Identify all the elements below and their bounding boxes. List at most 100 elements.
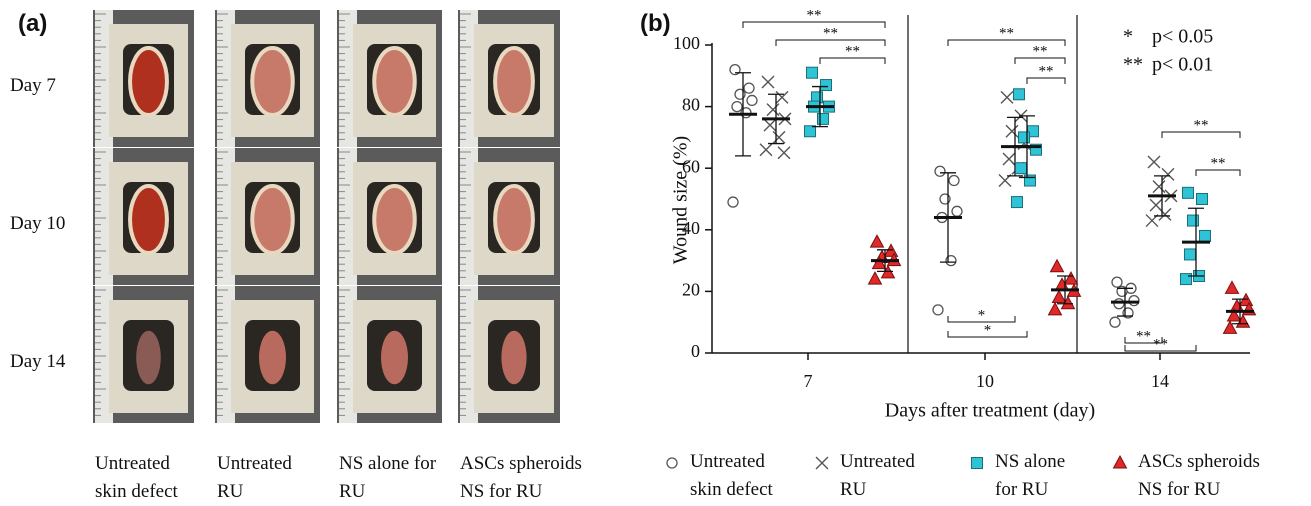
legend-marker	[815, 456, 829, 470]
point	[1018, 131, 1030, 144]
point	[817, 112, 829, 125]
significance-bracket	[775, 39, 886, 46]
row-label: Day 7	[10, 75, 56, 96]
point	[1113, 298, 1125, 310]
panel-label: (a)	[18, 10, 48, 37]
point	[1147, 155, 1161, 169]
point	[777, 146, 791, 160]
p-symbol: **	[1123, 54, 1143, 76]
wound	[250, 184, 295, 255]
point	[759, 143, 773, 157]
y-axis-label: Wound size (%)	[670, 136, 692, 264]
legend-marker	[1112, 454, 1128, 469]
point	[1187, 214, 1199, 227]
legend-marker	[666, 457, 678, 469]
point	[806, 66, 818, 79]
p-text: p< 0.05	[1152, 26, 1213, 48]
wound	[493, 184, 535, 255]
point	[746, 94, 758, 107]
point	[1224, 280, 1240, 294]
legend-label: NS alone for RU	[995, 451, 1066, 500]
point	[1199, 229, 1211, 242]
column-label: Untreated skin defect	[95, 453, 178, 502]
point	[1000, 90, 1014, 104]
point	[1013, 88, 1025, 101]
point	[1158, 207, 1172, 221]
y-tick-label: 20	[682, 280, 700, 300]
point	[1180, 273, 1192, 286]
column-label: ASCs spheroids NS for RU	[460, 453, 582, 502]
x-tick-label: 7	[804, 371, 813, 391]
significance-label: **	[807, 7, 822, 23]
point	[763, 118, 777, 132]
point	[951, 205, 963, 217]
y-tick-label: 0	[691, 341, 700, 361]
point	[1222, 320, 1238, 334]
wound	[501, 330, 527, 385]
point	[948, 174, 960, 187]
significance-label: *	[978, 307, 986, 323]
wound	[381, 330, 408, 385]
point	[1011, 196, 1023, 209]
point	[1109, 316, 1121, 328]
significance-bracket	[947, 39, 1066, 46]
p-text: p< 0.01	[1152, 54, 1213, 76]
point	[1063, 271, 1079, 285]
significance-bracket	[947, 331, 1028, 338]
wound	[250, 46, 295, 117]
y-tick-label: 40	[682, 218, 700, 238]
significance-label: **	[1194, 117, 1209, 133]
y-tick-label: 60	[682, 156, 700, 176]
significance-label: **	[845, 43, 860, 59]
column-label: Untreated RU	[217, 453, 292, 502]
wound	[136, 330, 161, 385]
x-tick-label: 10	[976, 371, 994, 391]
point	[869, 234, 885, 248]
point	[1226, 307, 1242, 322]
legend-label: Untreated skin defect	[690, 451, 773, 500]
x-axis-label: Days after treatment (day)	[885, 400, 1095, 422]
p-symbol: *	[1123, 26, 1133, 48]
wound	[128, 46, 169, 117]
wound	[493, 46, 535, 117]
point	[1111, 276, 1123, 288]
point	[1005, 124, 1019, 138]
significance-label: *	[984, 322, 992, 338]
point	[1196, 193, 1208, 205]
significance-bracket	[1195, 169, 1241, 176]
wound	[372, 46, 417, 117]
point	[932, 304, 944, 316]
column-label: NS alone for RU	[339, 453, 437, 502]
significance-bracket	[819, 57, 886, 64]
point	[766, 103, 780, 117]
row-label: Day 14	[10, 351, 66, 372]
point	[867, 271, 883, 285]
wound	[372, 184, 417, 255]
point	[804, 125, 816, 138]
point	[934, 165, 946, 177]
point	[1152, 180, 1166, 194]
significance-bracket	[1124, 337, 1163, 344]
significance-label: **	[1039, 63, 1054, 79]
point	[1047, 301, 1063, 316]
point	[1184, 248, 1196, 261]
significance-label: **	[999, 25, 1014, 41]
point	[871, 255, 887, 270]
point	[727, 196, 739, 208]
significance-bracket	[1161, 131, 1241, 138]
point	[1015, 162, 1027, 175]
legend-marker	[971, 457, 983, 469]
wound	[128, 184, 169, 255]
significance-label: **	[1136, 328, 1151, 344]
point	[1128, 294, 1140, 307]
point	[772, 130, 786, 144]
legend-label: ASCs spheroids NS for RU	[1138, 451, 1260, 500]
significance-label: **	[823, 25, 838, 41]
point	[820, 79, 832, 92]
point	[761, 75, 775, 89]
x-tick-label: 14	[1151, 371, 1169, 391]
significance-bracket	[1124, 345, 1197, 352]
significance-label: **	[1211, 155, 1226, 171]
